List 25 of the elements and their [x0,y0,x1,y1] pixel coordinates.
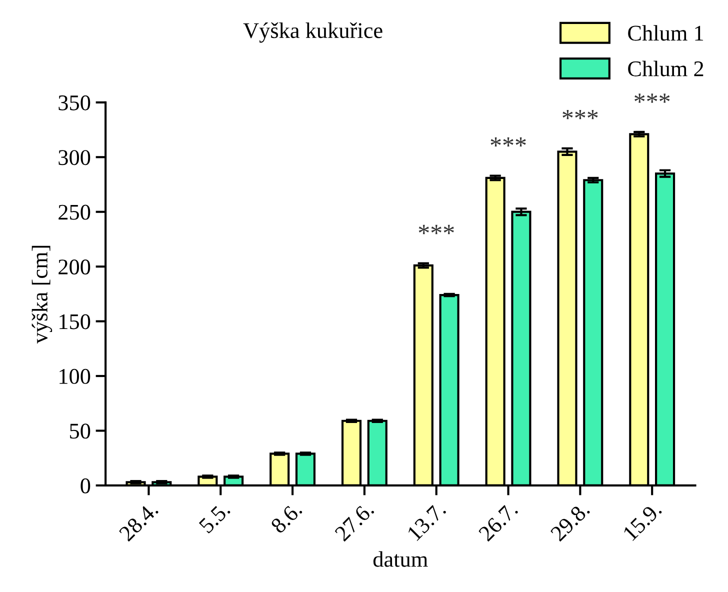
annotation: *** [562,110,598,120]
x-tick-label: 28.4. [118,502,159,542]
x-tick-label: 26.7. [478,502,518,542]
legend-label: Chlum 2 [628,60,704,76]
x-axis-title: datum [373,551,428,567]
x-tick-label: 8.6. [270,502,303,534]
x-tick-label: 15.9. [622,502,662,542]
y-axis-title: výška [cm] [32,246,52,344]
x-tick-label: 29.8. [550,502,590,542]
x-tick-label: 27.6. [334,502,375,542]
annotation: *** [634,94,670,103]
y-tick-label: 100 [60,368,90,384]
y-tick-label: 50 [70,424,90,439]
legend-label: Chlum 1 [628,25,704,41]
y-tick-label: 200 [58,260,90,274]
y-tick-label: 150 [60,314,90,330]
annotation: *** [418,224,454,234]
y-tick-label: 0 [80,478,90,494]
annotation: *** [490,137,526,147]
x-tick-label: 5.5. [198,502,231,534]
chart-title: Výška kukuřice [243,22,382,43]
y-tick-label: 250 [58,204,90,220]
y-tick-label: 300 [58,150,90,166]
y-tick-label: 350 [58,95,90,110]
x-tick-label: 13.7. [406,502,446,542]
